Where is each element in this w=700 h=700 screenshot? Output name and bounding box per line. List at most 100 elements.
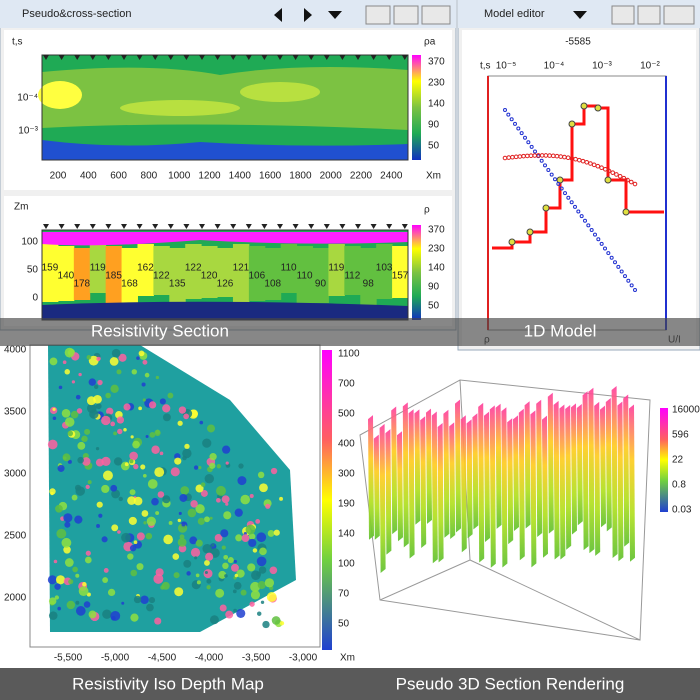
map-blob [52, 416, 57, 421]
section-slab [623, 394, 630, 547]
map-blob [248, 533, 256, 540]
map-blob [110, 384, 119, 393]
colorbar-label: 700 [338, 379, 355, 390]
map-blob [196, 580, 201, 585]
section-slab [460, 415, 467, 553]
map-blob [233, 608, 237, 613]
map-blob [127, 553, 134, 560]
map-blob [256, 556, 267, 567]
axis-label: t,s [480, 61, 491, 72]
map-blob [113, 457, 123, 466]
map-blob [252, 548, 258, 553]
map-blob [155, 375, 160, 380]
section-slab [431, 411, 438, 564]
station-marker [308, 55, 315, 60]
map-blob [129, 459, 134, 464]
colorbar-label: 140 [428, 99, 445, 110]
map-blob [66, 600, 76, 610]
map-blob [266, 592, 277, 602]
blue-point [569, 200, 574, 205]
section-slab [420, 416, 427, 549]
x-tick-label: 800 [141, 171, 158, 182]
map-blob [154, 467, 165, 478]
map-blob [257, 471, 265, 479]
map-blob [133, 463, 139, 470]
minimize-button[interactable] [365, 5, 391, 25]
map-blob [179, 534, 185, 540]
map-blob [47, 439, 58, 450]
maximize-button[interactable] [393, 5, 419, 25]
close-button[interactable] [421, 5, 451, 25]
map-blob [111, 616, 116, 621]
layer-label: 112 [344, 271, 360, 282]
layer [296, 246, 314, 304]
station-marker [277, 55, 283, 60]
station-marker [386, 224, 393, 229]
map-blob [101, 536, 108, 543]
map-blob [182, 455, 187, 461]
map-blob [53, 559, 58, 564]
pseudo-section-plot: t,s ρa Xm 10⁻⁴ 10⁻³ 200 400 600 800 1000 1200 1400 1… [12, 37, 445, 182]
section-slab [547, 392, 554, 534]
map-blob [250, 581, 261, 592]
x-tick-label: 1600 [259, 171, 282, 182]
map-blob [183, 559, 192, 568]
colorbar-label: 230 [428, 78, 445, 89]
red-point [595, 163, 601, 169]
layer-label: 122 [153, 271, 170, 282]
map-blob [71, 380, 76, 384]
close-button[interactable] [663, 5, 695, 25]
nav-buttons[interactable] [274, 8, 342, 22]
map-blob [163, 534, 173, 545]
y-tick-label: 10⁻³ [18, 126, 38, 137]
section-slab [443, 409, 450, 538]
blue-point [576, 209, 581, 214]
map-blob [102, 577, 109, 583]
station-marker [167, 224, 174, 229]
x-tick-label: 1800 [289, 171, 312, 182]
map-blob [256, 532, 267, 543]
blue-point [623, 274, 627, 279]
map-blob [85, 550, 91, 556]
section-slab [379, 423, 386, 574]
station-marker [121, 224, 127, 229]
maximize-button[interactable] [637, 5, 661, 25]
map-blob [87, 480, 92, 485]
map-blob [195, 484, 204, 493]
layer-label: 110 [297, 271, 313, 282]
map-blob [111, 524, 119, 532]
blue-point [583, 218, 587, 223]
map-blob [189, 536, 198, 545]
map-blob [177, 518, 182, 523]
y-tick-label: 4000 [4, 345, 27, 356]
map-blob [48, 611, 58, 620]
layer [153, 246, 170, 295]
map-blob [88, 610, 97, 619]
station-marker [245, 55, 252, 60]
section-slab [368, 415, 374, 540]
map-blob [180, 486, 190, 495]
station-marker [183, 55, 190, 60]
minimize-button[interactable] [611, 5, 635, 25]
section-slab [501, 407, 508, 568]
layer-label: 122 [185, 263, 202, 274]
map-blob [129, 489, 136, 496]
map-blob [95, 458, 104, 467]
map-blob [67, 459, 72, 464]
layer [121, 248, 138, 303]
map-blob [118, 353, 127, 362]
red-point [625, 177, 630, 183]
colorbar-label: 0.03 [672, 505, 692, 516]
menu-arrow[interactable] [573, 11, 587, 19]
map-blob [247, 563, 256, 572]
map-blob [123, 427, 127, 432]
x-tick-label: 400 [80, 171, 97, 182]
blue-point [609, 255, 614, 260]
map-blob [231, 563, 239, 572]
station-marker [370, 224, 377, 229]
map-blob [183, 413, 190, 420]
caption: Pseudo 3D Section Rendering [396, 674, 625, 693]
iso-depth-map: 4000 3500 3000 2500 2000 -5,500 -5,000 -4,500 -4… [4, 344, 360, 664]
colorbar-label: 90 [428, 282, 440, 293]
colorbar-label: 300 [338, 469, 355, 480]
